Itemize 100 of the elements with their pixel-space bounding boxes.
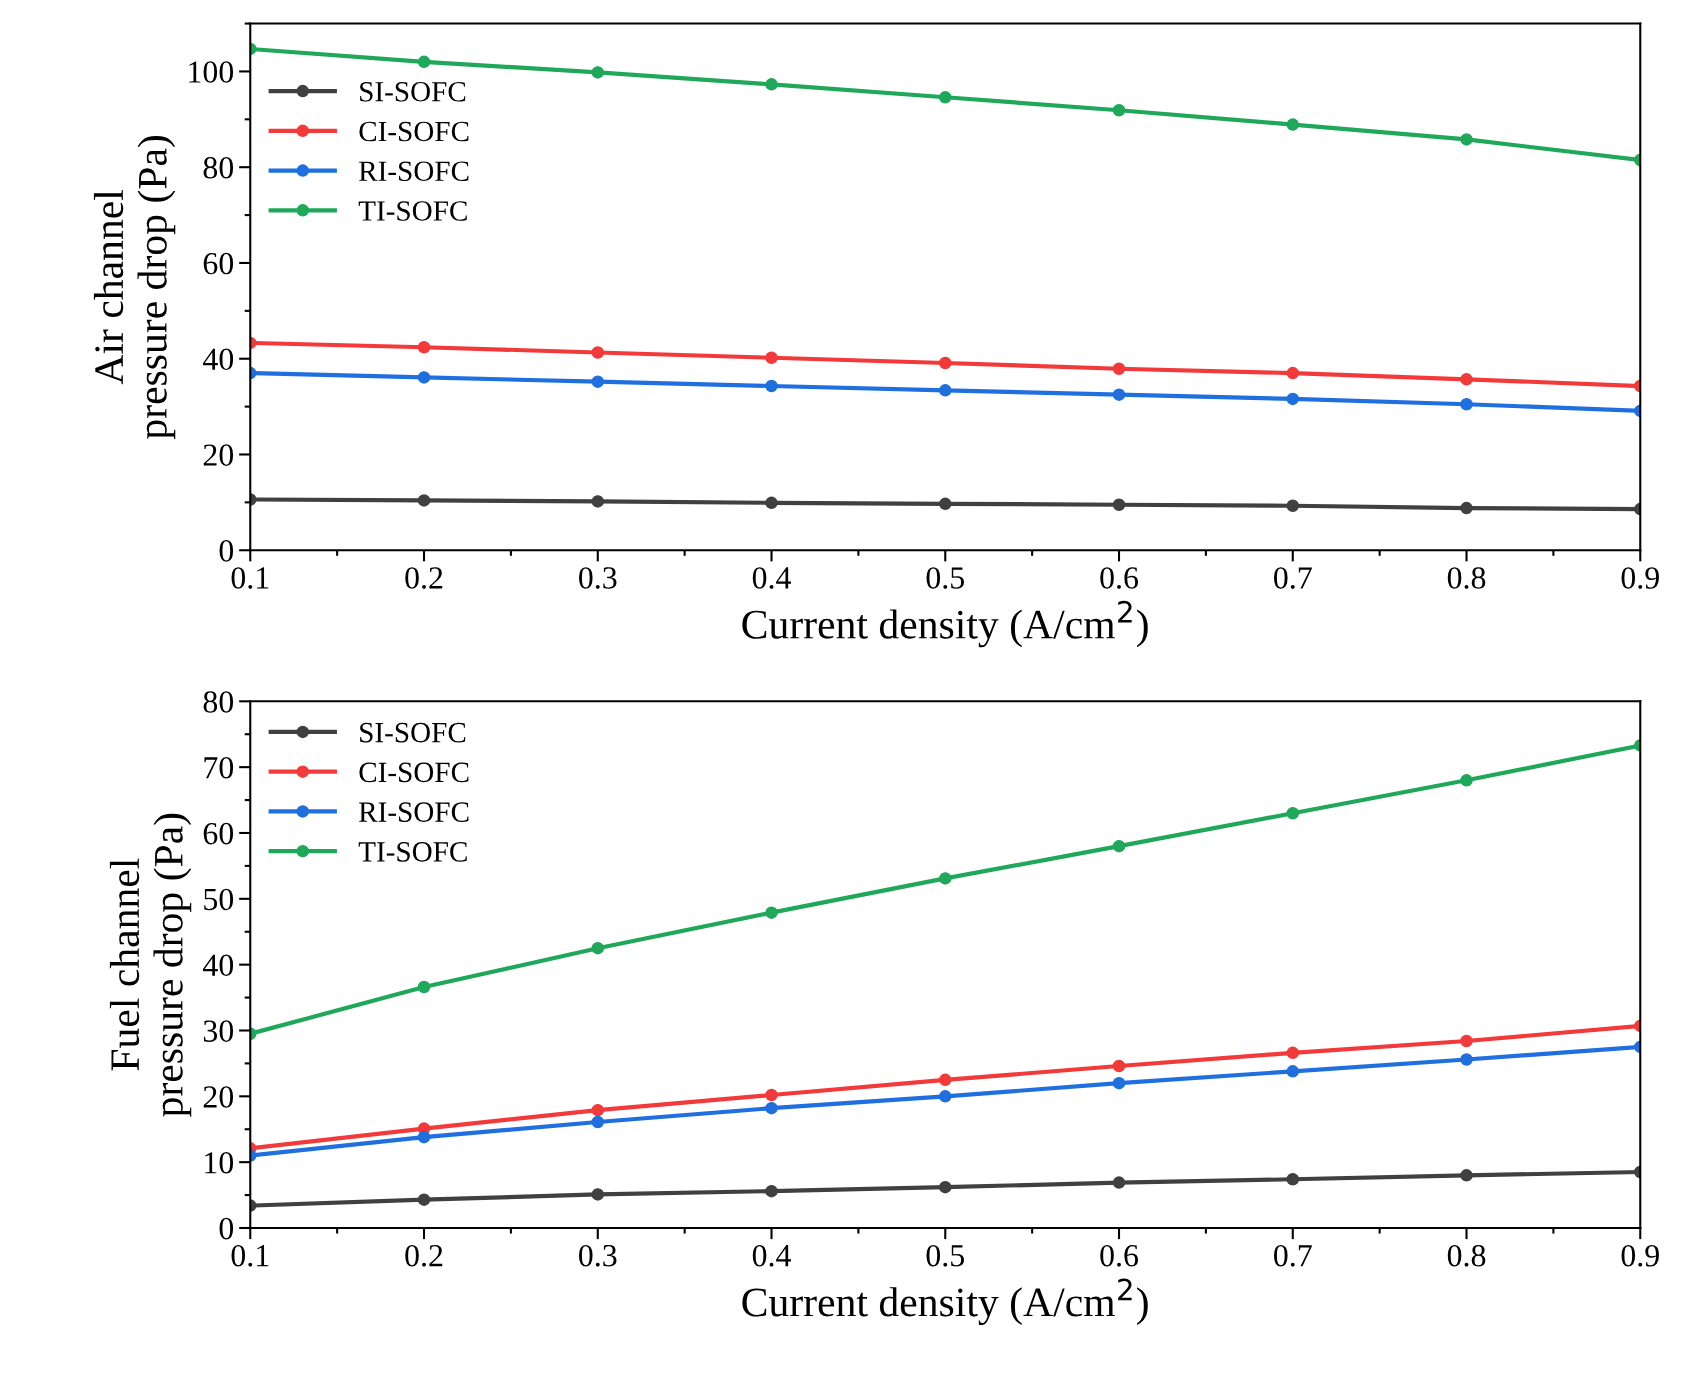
point xyxy=(765,351,778,365)
x-tick-label: 0.1 xyxy=(231,567,269,589)
x-tick-label: 0.1 xyxy=(231,1244,269,1267)
point xyxy=(1112,362,1126,376)
y-tick-label: 20 xyxy=(203,444,234,466)
point xyxy=(1286,1173,1300,1186)
point xyxy=(939,384,952,397)
point xyxy=(591,346,605,359)
x-tick-label: 0.5 xyxy=(926,567,964,589)
point xyxy=(1286,392,1300,406)
point xyxy=(1112,839,1126,853)
point xyxy=(591,66,605,79)
y-tick-label: 30 xyxy=(203,1020,234,1042)
point xyxy=(1112,1076,1126,1090)
point xyxy=(1286,499,1300,512)
legend-label: SI-SOFC xyxy=(360,722,466,743)
point xyxy=(417,1130,431,1144)
point xyxy=(939,1180,952,1194)
y-axis-title: Air channel pressure drop (Pa) xyxy=(93,136,176,439)
x-tick-label: 0.4 xyxy=(752,567,791,589)
x-tick-label: 0.2 xyxy=(405,567,443,589)
x-axis-title: Current density (A/cm$^{2}$) xyxy=(742,1278,1148,1326)
x-tick-label: 0.5 xyxy=(926,1244,964,1267)
point xyxy=(1286,1046,1300,1060)
point xyxy=(765,496,778,510)
point xyxy=(417,340,431,354)
x-tick-label: 0.4 xyxy=(752,1244,791,1267)
y-tick-label: 70 xyxy=(204,756,234,779)
x-tick-label: 0.3 xyxy=(579,1244,617,1267)
point xyxy=(1460,1053,1473,1066)
point xyxy=(591,1115,605,1129)
y-axis-title: Fuel channel pressure drop (Pa) xyxy=(109,813,192,1117)
point xyxy=(591,1103,605,1117)
point xyxy=(417,55,431,69)
x-tick-label: 0.9 xyxy=(1621,1244,1659,1267)
y-tick-label: 0 xyxy=(219,540,234,562)
y-tick-label: 10 xyxy=(205,1152,234,1174)
point xyxy=(765,1101,778,1115)
point xyxy=(939,356,952,370)
point xyxy=(939,1090,952,1103)
point xyxy=(939,872,952,885)
y-tick-label: 60 xyxy=(203,252,234,275)
legend-label: RI-SOFC xyxy=(359,802,469,822)
y-tick-label: 0 xyxy=(219,1217,234,1240)
y-tick-label: 60 xyxy=(203,822,234,845)
point xyxy=(591,375,605,388)
point xyxy=(765,1184,778,1198)
point xyxy=(1286,118,1300,131)
point xyxy=(417,371,431,384)
point xyxy=(939,497,952,511)
legend-label: TI-SOFC xyxy=(358,842,467,862)
legend-label: RI-SOFC xyxy=(359,161,469,182)
point xyxy=(1460,1034,1473,1048)
y-tick-label: 40 xyxy=(202,954,234,977)
point xyxy=(1460,1169,1473,1182)
x-tick-label: 0.8 xyxy=(1447,1244,1486,1267)
point xyxy=(1460,373,1473,386)
x-axis-title: Current density (A/cm$^{2}$) xyxy=(742,600,1148,648)
y-tick-label: 80 xyxy=(203,157,234,179)
y-tick-label: 50 xyxy=(204,888,234,911)
point xyxy=(1112,1176,1126,1189)
point xyxy=(417,980,431,994)
x-tick-label: 0.7 xyxy=(1274,567,1312,589)
point xyxy=(1112,498,1126,512)
legend-label: TI-SOFC xyxy=(358,201,467,221)
point xyxy=(1286,1065,1300,1078)
point xyxy=(1112,388,1126,401)
x-tick-label: 0.9 xyxy=(1621,567,1659,589)
point xyxy=(939,1073,952,1087)
point xyxy=(939,91,952,104)
point xyxy=(1460,774,1473,787)
x-tick-label: 0.6 xyxy=(1100,1244,1139,1267)
point xyxy=(1286,366,1300,380)
point xyxy=(1286,806,1300,820)
point xyxy=(765,379,778,393)
y-tick-label: 100 xyxy=(189,61,234,83)
point xyxy=(591,1188,605,1201)
x-tick-label: 0.8 xyxy=(1447,567,1486,589)
point xyxy=(765,906,778,919)
point xyxy=(1112,103,1126,117)
legend-label: CI-SOFC xyxy=(359,121,469,142)
point xyxy=(591,495,605,508)
y-tick-label: 40 xyxy=(202,348,234,371)
legend-label: CI-SOFC xyxy=(359,762,469,783)
x-tick-label: 0.3 xyxy=(579,567,617,589)
point xyxy=(765,1088,778,1102)
legend-label: SI-SOFC xyxy=(360,81,466,102)
point xyxy=(765,78,778,91)
point xyxy=(1460,397,1473,411)
point xyxy=(417,1193,431,1206)
point xyxy=(1460,133,1473,146)
point xyxy=(1112,1059,1126,1073)
x-tick-label: 0.6 xyxy=(1100,567,1139,589)
point xyxy=(591,941,605,955)
x-tick-label: 0.2 xyxy=(405,1244,443,1267)
point xyxy=(1460,501,1473,515)
y-tick-label: 20 xyxy=(203,1086,234,1108)
y-tick-label: 80 xyxy=(203,691,234,713)
x-tick-label: 0.7 xyxy=(1274,1244,1312,1267)
point xyxy=(417,494,431,507)
